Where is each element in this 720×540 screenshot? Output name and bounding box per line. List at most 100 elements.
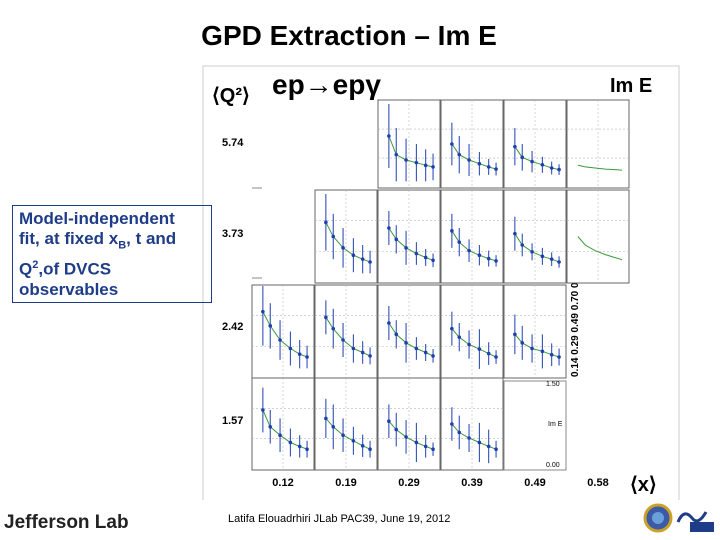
ime-cell [566, 99, 630, 189]
data-point [530, 159, 534, 164]
cell-frame [503, 284, 567, 379]
data-point [540, 163, 545, 167]
legend-scale-cell: 1.50 Im E 0.00 [503, 380, 567, 471]
data-point [387, 321, 391, 325]
data-point [414, 251, 419, 256]
data-point [540, 349, 545, 354]
ime-cell [377, 189, 441, 284]
x-col-label: 0.29 [398, 477, 419, 489]
ime-cell [314, 284, 378, 379]
data-point [360, 444, 365, 448]
data-point [486, 165, 491, 169]
data-point [494, 447, 498, 452]
data-point [450, 142, 454, 146]
data-point [530, 346, 534, 351]
fit-curve [577, 164, 623, 171]
data-point [494, 167, 498, 171]
note-line-2: fit, at fixed xB, t and [19, 229, 177, 252]
t-axis-label: 0.14 0.29 0.49 0.70 0.89 1.04 = -t [570, 228, 581, 377]
data-point [324, 416, 328, 421]
data-point [288, 440, 293, 445]
data-point [423, 350, 428, 355]
doe-seal-center [652, 512, 664, 524]
ime-cell [503, 284, 567, 379]
data-point [394, 332, 399, 337]
data-point [423, 255, 428, 260]
data-point [387, 419, 391, 424]
legend-top: 1.50 [546, 381, 560, 388]
legend-bottom: 0.00 [546, 462, 560, 469]
ime-cell [377, 99, 441, 189]
ime-cell [251, 377, 315, 471]
data-point [404, 435, 408, 439]
data-point [549, 352, 554, 357]
data-point [494, 355, 498, 359]
data-point [268, 324, 273, 328]
data-point [477, 440, 482, 445]
data-point [394, 237, 399, 242]
data-point [486, 351, 491, 356]
data-point [341, 246, 345, 250]
data-point [557, 260, 561, 264]
col-axis-label: ⟨x⟩ [630, 474, 657, 496]
data-point [467, 158, 471, 162]
ime-cell [440, 377, 504, 471]
data-point [457, 240, 462, 244]
data-point [520, 243, 525, 247]
data-point [477, 253, 482, 257]
data-point [477, 347, 482, 351]
data-point [387, 226, 391, 230]
data-point [431, 165, 435, 169]
legend-label: Im E [548, 421, 563, 428]
data-point [513, 144, 517, 149]
x-col-label: 0.58 [587, 477, 608, 489]
data-point [387, 134, 391, 138]
data-point [360, 350, 365, 355]
data-point [540, 254, 545, 259]
data-point [351, 346, 356, 351]
data-point [278, 433, 282, 438]
chart-frame [202, 65, 680, 500]
jsa-swoosh-icon [676, 511, 708, 523]
data-point [457, 430, 462, 435]
data-point [331, 425, 336, 429]
x-col-label: 0.39 [461, 477, 482, 489]
data-point [351, 439, 356, 443]
ime-cell [440, 284, 504, 379]
data-point [360, 257, 365, 261]
jsa-logo-icon [690, 522, 714, 532]
data-point [341, 338, 345, 342]
data-point [494, 259, 498, 263]
data-point [414, 346, 419, 351]
x-col-label: 0.49 [524, 477, 545, 489]
ime-cell [314, 189, 378, 284]
ime-cell [503, 99, 567, 189]
data-point [549, 166, 554, 170]
fit-description-box: Model-independent fit, at fixed xB, t an… [12, 205, 212, 303]
ime-cell [314, 377, 378, 471]
data-point [431, 354, 435, 358]
data-point [520, 155, 525, 160]
data-point [278, 338, 282, 342]
q2-row-label: 3.73 [222, 228, 243, 240]
data-point [394, 427, 399, 432]
data-point [331, 234, 336, 239]
note-line-4: observables [19, 280, 119, 300]
note-line-3: Q2,of DVCS [19, 259, 112, 280]
data-point [431, 447, 435, 452]
data-point [423, 163, 428, 168]
data-point [297, 352, 302, 356]
data-point [513, 332, 517, 337]
data-point [486, 256, 491, 261]
q2-row-label: 5.74 [222, 137, 244, 149]
data-point [305, 447, 309, 452]
data-point [467, 436, 471, 440]
ime-cell [566, 189, 630, 284]
q2-row-label: 2.42 [222, 321, 243, 333]
data-point [268, 425, 273, 429]
data-point [477, 161, 482, 166]
data-point [414, 440, 419, 445]
fit-curve [577, 236, 623, 261]
data-point [394, 152, 399, 157]
data-point [486, 444, 491, 449]
